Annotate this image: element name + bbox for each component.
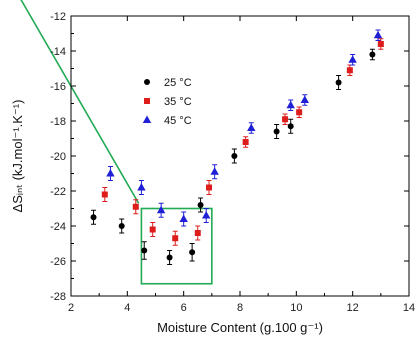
- y-tick-label: -12: [50, 11, 66, 23]
- data-point: [197, 202, 204, 208]
- data-point: [189, 249, 196, 256]
- y-axis-title: ΔSᵢₙₜ (kJ.mol⁻¹.K⁻¹): [10, 100, 25, 213]
- data-point: [377, 41, 384, 47]
- data-point: [90, 214, 97, 221]
- y-tick-label: -20: [50, 151, 66, 163]
- data-point: [206, 184, 213, 191]
- data-point: [202, 211, 211, 219]
- data-point: [348, 55, 357, 63]
- x-tick-label: 10: [290, 302, 302, 314]
- legend-marker: [144, 98, 150, 104]
- data-layer: [90, 29, 384, 265]
- y-tick-label: -24: [50, 221, 66, 233]
- x-tick-label: 4: [124, 302, 130, 314]
- data-point: [287, 123, 294, 130]
- data-point: [172, 235, 179, 242]
- legend-label: 25 °C: [164, 77, 192, 89]
- x-tick-label: 8: [237, 302, 243, 314]
- y-tick-label: -18: [50, 116, 66, 128]
- data-point: [282, 116, 289, 123]
- legend-label: 45 °C: [164, 115, 192, 127]
- x-tick-label: 2: [68, 302, 74, 314]
- y-tick-label: -26: [50, 256, 66, 268]
- data-point: [166, 254, 173, 261]
- data-point: [286, 100, 295, 109]
- data-point: [296, 109, 303, 116]
- x-tick-label: 6: [181, 302, 187, 314]
- series-2: [101, 38, 384, 246]
- x-tick-label: 14: [403, 302, 415, 314]
- data-point: [194, 230, 201, 236]
- axes: 2 4 6 8 10 12 14 -12 -14 -16 -18 -20 -22 -24 -26 -28: [50, 11, 415, 314]
- data-point: [137, 183, 146, 191]
- data-point: [118, 223, 125, 229]
- y-tick-label: -14: [50, 46, 66, 58]
- highlight-box: [140, 207, 213, 285]
- series-1: [90, 48, 376, 265]
- data-point: [149, 226, 156, 233]
- legend-marker: [144, 79, 150, 85]
- data-point: [300, 95, 309, 103]
- data-point: [132, 203, 139, 210]
- data-point: [242, 139, 249, 145]
- x-axis-title: Moisture Content (g.100 g⁻¹): [157, 320, 323, 335]
- y-tick-label: -28: [50, 291, 66, 303]
- x-tick-label: 12: [347, 302, 359, 314]
- data-point: [179, 214, 188, 222]
- y-tick-label: -22: [50, 186, 66, 198]
- annotation-layer: [20, 0, 213, 285]
- data-point: [156, 205, 166, 214]
- legend-label: 35 °C: [164, 96, 192, 108]
- data-point: [273, 128, 280, 135]
- legend: 25 °C 35 °C 45 °C: [142, 77, 192, 127]
- data-point: [346, 67, 353, 74]
- data-point: [335, 79, 342, 86]
- data-point: [106, 169, 115, 177]
- y-tick-label: -16: [50, 81, 66, 93]
- data-point: [247, 123, 256, 131]
- series-3: [106, 29, 383, 227]
- data-point: [141, 247, 148, 254]
- data-point: [373, 30, 383, 39]
- data-point: [369, 51, 376, 58]
- data-point: [210, 167, 219, 175]
- data-point: [101, 191, 108, 198]
- legend-marker: [142, 115, 152, 123]
- data-point: [231, 153, 238, 159]
- plot-frame: [70, 15, 410, 297]
